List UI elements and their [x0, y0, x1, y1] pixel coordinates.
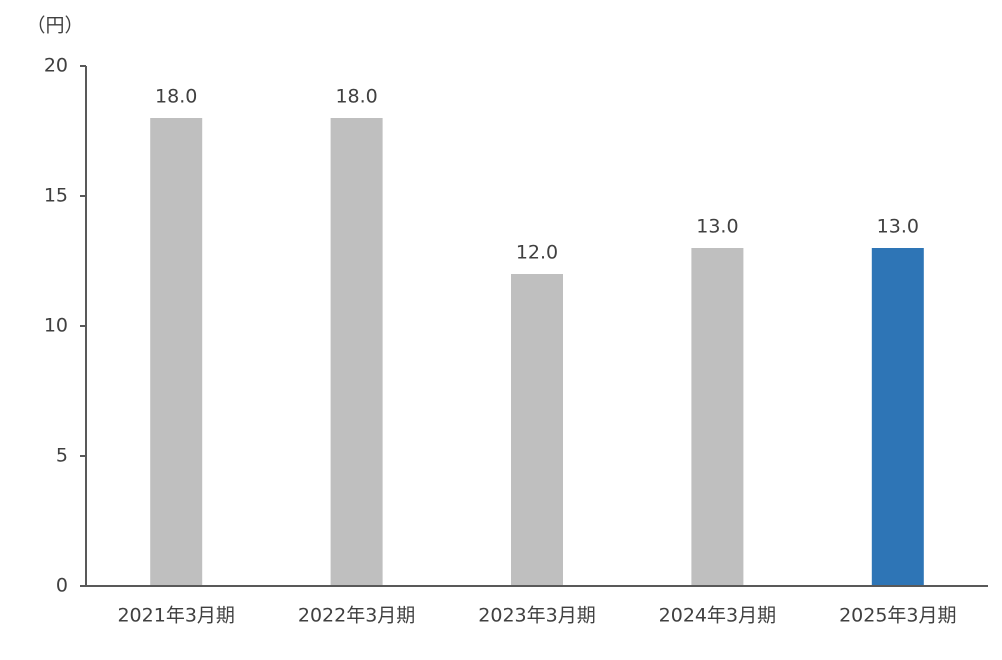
x-tick-label: 2021年3月期 [117, 605, 234, 627]
x-tick-label: 2025年3月期 [839, 605, 956, 627]
bar [691, 248, 744, 586]
y-tick-label: 0 [56, 575, 68, 597]
data-label: 12.0 [516, 242, 558, 264]
x-tick-label: 2022年3月期 [298, 605, 415, 627]
y-tick-label: 20 [44, 55, 68, 77]
data-label: 13.0 [877, 216, 919, 238]
bar [871, 248, 924, 586]
y-tick-label: 5 [56, 445, 68, 467]
x-tick-label: 2024年3月期 [659, 605, 776, 627]
bar [150, 118, 203, 586]
x-tick-label: 2023年3月期 [478, 605, 595, 627]
data-label: 18.0 [335, 86, 377, 108]
bar [330, 118, 383, 586]
data-label: 13.0 [696, 216, 738, 238]
y-tick-label: 10 [44, 315, 68, 337]
y-axis-label: （円） [26, 15, 83, 37]
y-tick-label: 15 [44, 185, 68, 207]
data-label: 18.0 [155, 86, 197, 108]
bar [511, 274, 563, 586]
